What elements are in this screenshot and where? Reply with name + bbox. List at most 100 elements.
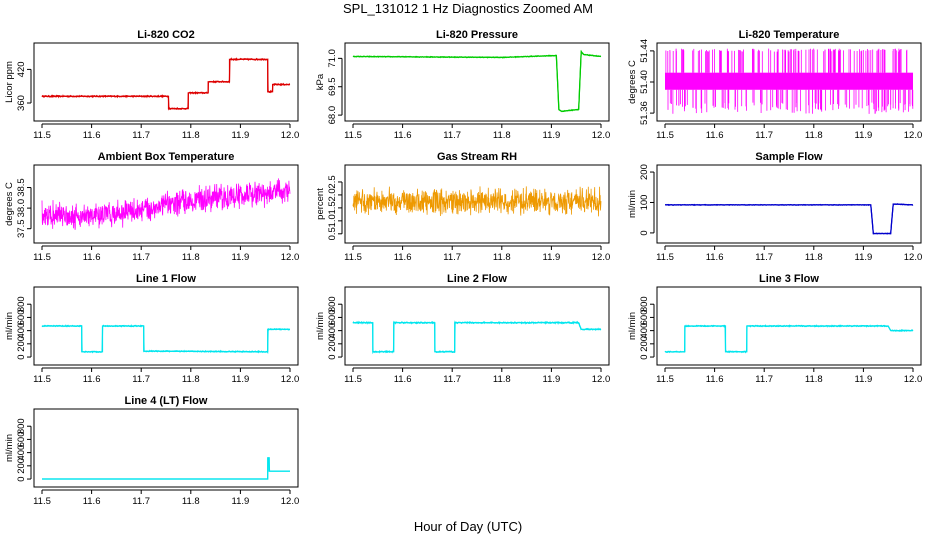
- x-tick-label: 11.7: [443, 374, 461, 385]
- x-tick-label: 11.8: [182, 496, 200, 507]
- y-axis-label: ml/min: [315, 312, 326, 340]
- series-line: [664, 324, 914, 354]
- series-line: [41, 324, 290, 355]
- panel-title: Li-820 Pressure: [436, 29, 518, 41]
- y-tick-label: 38.5: [16, 178, 27, 197]
- y-tick-label: 360: [16, 95, 27, 111]
- y-axis: 68.0 69.5 71.0: [327, 49, 343, 124]
- series-line: [352, 186, 602, 217]
- plot-frame: [33, 164, 299, 244]
- x-tick-label: 11.9: [232, 374, 250, 385]
- plot-frame: [33, 408, 299, 488]
- x-tick-label: 12.0: [281, 496, 300, 507]
- y-tick-label: 400: [639, 323, 650, 339]
- x-tick-label: 12.0: [281, 130, 300, 141]
- panel-line3: Line 3 Flow 11.5 11.6 11.7 11.8 11.9 12.0 0 2004…: [627, 273, 922, 385]
- y-tick-label: 2.0: [327, 188, 338, 201]
- y-tick-label: 1.0: [327, 214, 338, 227]
- y-axis-label: Licor ppm: [4, 61, 15, 103]
- y-axis-label: ml/min: [627, 190, 638, 218]
- y-tick-label: 51.36: [639, 101, 650, 125]
- y-axis-label: percent: [315, 188, 326, 220]
- y-tick-label: 600: [16, 309, 27, 325]
- y-axis: 0.51.01.52.02.5: [327, 175, 343, 240]
- panel-title: Ambient Box Temperature: [98, 151, 235, 163]
- panel-title: Sample Flow: [755, 151, 823, 163]
- panel-title: Line 4 (LT) Flow: [125, 395, 208, 407]
- plot-frame: [656, 42, 922, 122]
- x-tick-label: 11.8: [493, 130, 511, 141]
- y-tick-label: 0.5: [327, 227, 338, 240]
- y-tick-label: 71.0: [327, 49, 338, 67]
- panel-sample-flow: Sample Flow 11.5 11.6 11.7 11.8 11.9 12.0 0 100 2…: [627, 151, 922, 263]
- x-tick-label: 12.0: [904, 374, 923, 385]
- y-tick-label: 1.5: [327, 201, 338, 214]
- plot-frame: [344, 286, 610, 366]
- series-steps: [353, 322, 601, 353]
- x-tick-label: 11.7: [755, 252, 773, 263]
- x-tick-label: 11.5: [344, 252, 362, 263]
- x-axis: 11.5 11.6 11.7 11.8 11.9 12.0: [656, 245, 922, 263]
- x-tick-label: 11.7: [132, 374, 150, 385]
- x-tick-label: 11.6: [83, 130, 101, 141]
- panel-title: Line 3 Flow: [759, 273, 819, 285]
- series-pressure: [352, 49, 602, 113]
- y-tick-label: 400: [327, 323, 338, 339]
- panels: Li-820 CO2 11.5 11.6 11.7 11.8 11.9 12.0 360 420…: [4, 29, 922, 507]
- y-axis-label: ml/min: [627, 312, 638, 340]
- x-tick-label: 11.6: [83, 374, 101, 385]
- plot-frame: [33, 42, 299, 122]
- panel-rh: Gas Stream RH 11.5 11.6 11.7 11.8 11.9 12.0 0.5…: [315, 151, 610, 263]
- series-line: [41, 57, 291, 111]
- y-axis-label: ml/min: [4, 434, 15, 462]
- y-tick-label: 0: [639, 354, 650, 359]
- y-tick-label: 200: [16, 458, 27, 474]
- series-steps: [42, 457, 290, 480]
- y-tick-label: 100: [639, 195, 650, 211]
- y-tick-label: 0: [16, 354, 27, 359]
- series-line1: [41, 324, 290, 355]
- x-tick-label: 11.9: [543, 130, 561, 141]
- x-tick-label: 11.6: [706, 374, 724, 385]
- y-tick-label: 69.5: [327, 77, 338, 96]
- x-tick-label: 11.5: [344, 130, 362, 141]
- x-tick-label: 12.0: [904, 130, 923, 141]
- y-tick-label: 37.5: [16, 219, 27, 238]
- x-tick-label: 11.5: [656, 130, 674, 141]
- series-line4: [42, 457, 290, 480]
- y-tick-label: 400: [16, 445, 27, 461]
- series-line: [352, 49, 602, 113]
- x-tick-label: 11.9: [232, 130, 250, 141]
- figure-title: SPL_131012 1 Hz Diagnostics Zoomed AM: [343, 1, 593, 16]
- x-tick-label: 12.0: [281, 252, 300, 263]
- y-tick-label: 400: [16, 323, 27, 339]
- y-axis: 360 420: [16, 61, 32, 111]
- x-tick-label: 11.5: [656, 374, 674, 385]
- y-tick-label: 200: [16, 336, 27, 352]
- y-tick-label: 51.40: [639, 70, 650, 94]
- x-axis: 11.5 11.6 11.7 11.8 11.9 12.0: [344, 123, 610, 141]
- panel-title: Line 1 Flow: [136, 273, 196, 285]
- plot-frame: [344, 164, 610, 244]
- x-tick-label: 11.9: [232, 496, 250, 507]
- x-tick-label: 11.8: [805, 252, 823, 263]
- y-tick-label: 2.5: [327, 175, 338, 188]
- x-tick-label: 11.7: [443, 130, 461, 141]
- y-tick-label: 600: [639, 309, 650, 325]
- x-tick-label: 11.9: [855, 374, 873, 385]
- x-axis: 11.5 11.6 11.7 11.8 11.9 12.0: [33, 245, 300, 263]
- y-axis-label: degrees C: [627, 60, 638, 104]
- y-axis-label: ml/min: [4, 312, 15, 340]
- y-tick-label: 0: [639, 230, 650, 235]
- y-tick-label: 200: [327, 336, 338, 352]
- x-tick-label: 11.8: [182, 252, 200, 263]
- y-axis: 0 100 200: [639, 164, 655, 236]
- panel-licor-temp: Li-820 Temperature 11.5 11.6 11.7 11.8 11.9 12…: [627, 29, 922, 141]
- x-tick-label: 11.6: [83, 252, 101, 263]
- x-axis: 11.5 11.6 11.7 11.8 11.9 12.0: [33, 489, 300, 507]
- y-tick-label: 800: [639, 296, 650, 312]
- panel-title: Li-820 Temperature: [739, 29, 840, 41]
- series-steps: [665, 325, 913, 353]
- series-line2: [352, 320, 602, 355]
- x-tick-label: 11.9: [855, 252, 873, 263]
